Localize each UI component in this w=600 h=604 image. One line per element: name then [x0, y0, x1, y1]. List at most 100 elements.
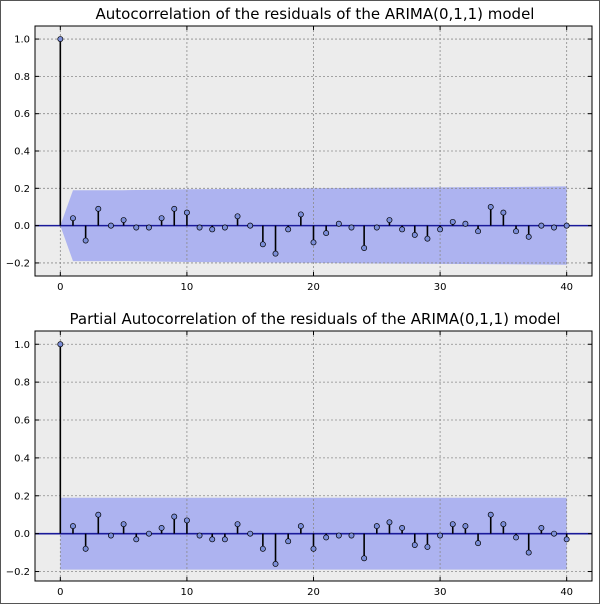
- acf-marker: [462, 220, 469, 227]
- pacf-x-tick-label: 20: [307, 587, 320, 598]
- acf-marker: [209, 226, 216, 233]
- acf-marker: [525, 233, 532, 240]
- acf-marker: [500, 209, 507, 216]
- acf-y-tick-label: 0.8: [14, 72, 30, 83]
- pacf-y-tick-label: −0.2: [6, 567, 30, 578]
- acf-marker: [57, 36, 64, 43]
- pacf-marker: [120, 521, 127, 528]
- acf-marker: [183, 209, 190, 216]
- pacf-marker: [158, 525, 165, 531]
- pacf-marker: [247, 530, 254, 537]
- pacf-marker: [399, 525, 406, 531]
- pacf-marker: [563, 536, 570, 543]
- pacf-marker: [108, 532, 114, 539]
- acf-marker: [348, 224, 355, 231]
- pacf-marker: [272, 561, 279, 567]
- pacf-marker: [475, 540, 482, 547]
- acf-marker: [297, 211, 304, 218]
- pacf-marker: [551, 530, 557, 537]
- acf-marker: [95, 205, 102, 212]
- acf-marker: [411, 232, 418, 238]
- pacf-marker: [411, 542, 418, 548]
- acf-plot-area: 0 10 20 30 40 −0.2 0.0 0.2 0.4 0.6 0.8 1.0: [6, 25, 593, 293]
- acf-marker: [171, 205, 178, 212]
- pacf-y-tick-label: 0.4: [14, 453, 30, 464]
- pacf-marker: [348, 532, 355, 539]
- acf-marker: [120, 217, 127, 223]
- acf-marker: [487, 204, 494, 210]
- pacf-marker: [335, 532, 342, 539]
- acf-marker: [272, 250, 279, 257]
- acf-marker: [335, 220, 342, 227]
- pacf-y-tick-label: 0.6: [14, 416, 30, 427]
- acf-marker: [259, 241, 266, 248]
- acf-marker: [563, 222, 570, 229]
- acf-x-tick-label: 0: [57, 282, 63, 293]
- pacf-marker: [221, 536, 228, 543]
- pacf-x-tick-label: 30: [434, 587, 447, 598]
- acf-x-tick-label: 30: [434, 282, 447, 293]
- acf-marker: [475, 228, 482, 235]
- acf-marker: [361, 245, 368, 251]
- acf-marker: [70, 215, 76, 222]
- acf-y-tick-label: −0.2: [6, 258, 30, 269]
- acf-marker: [221, 224, 228, 231]
- pacf-marker: [234, 521, 241, 528]
- acf-marker: [82, 237, 89, 244]
- acf-y-tick-label: 1.0: [14, 35, 30, 46]
- acf-marker: [145, 224, 152, 231]
- acf-marker: [310, 239, 317, 246]
- pacf-y-tick-label: 1.0: [14, 340, 30, 351]
- acf-y-tick-label: 0.0: [14, 221, 30, 232]
- pacf-marker: [538, 525, 545, 531]
- acf-marker: [399, 226, 406, 233]
- acf-y-tick-label: 0.4: [14, 147, 30, 158]
- pacf-x-tick-label: 40: [560, 587, 573, 598]
- pacf-plot-area: 0 10 20 30 40 −0.2 0.0 0.2 0.4 0.6 0.8 1.0: [6, 330, 593, 598]
- pacf-marker: [361, 555, 368, 562]
- acf-y-tick-label: 0.6: [14, 109, 30, 120]
- pacf-y-tick-label: 0.2: [14, 491, 30, 502]
- acf-y-tick-label: 0.2: [14, 184, 30, 195]
- pacf-x-tick-label: 0: [57, 587, 63, 598]
- pacf-marker: [57, 341, 64, 348]
- pacf-marker: [462, 523, 469, 530]
- pacf-panel: Partial Autocorrelation of the residuals…: [6, 310, 593, 598]
- pacf-marker: [500, 521, 507, 528]
- pacf-marker: [183, 517, 190, 524]
- pacf-chart-title: Partial Autocorrelation of the residuals…: [70, 310, 561, 328]
- pacf-marker: [133, 536, 140, 543]
- pacf-marker: [171, 513, 178, 520]
- pacf-marker: [424, 543, 431, 550]
- acf-marker: [449, 218, 456, 225]
- pacf-y-tick-label: 0.0: [14, 529, 30, 540]
- acf-marker: [386, 217, 393, 223]
- acf-marker: [551, 224, 557, 231]
- acf-x-tick-label: 20: [307, 282, 320, 293]
- pacf-marker: [386, 519, 393, 526]
- pacf-marker: [209, 536, 216, 543]
- pacf-marker: [513, 534, 519, 541]
- acf-panel: Autocorrelation of the residuals of the …: [6, 5, 593, 293]
- pacf-marker: [70, 523, 76, 530]
- acf-x-tick-label: 40: [560, 282, 573, 293]
- pacf-marker: [437, 532, 444, 539]
- acf-marker: [285, 226, 292, 233]
- acf-marker: [424, 235, 431, 242]
- pacf-marker: [297, 523, 304, 530]
- acf-x-tick-label: 10: [181, 282, 194, 293]
- acf-marker: [247, 222, 254, 229]
- acf-marker: [323, 230, 330, 237]
- pacf-marker: [373, 523, 380, 530]
- pacf-y-tick-label: 0.8: [14, 378, 30, 389]
- pacf-x-tick-label: 10: [181, 587, 194, 598]
- acf-marker: [133, 224, 140, 231]
- pacf-marker: [95, 511, 102, 518]
- acf-chart-title: Autocorrelation of the residuals of the …: [96, 5, 535, 23]
- acf-marker: [373, 224, 380, 231]
- acf-marker: [513, 228, 519, 235]
- pacf-marker: [145, 530, 152, 537]
- pacf-marker: [525, 549, 532, 556]
- pacf-marker: [449, 521, 456, 528]
